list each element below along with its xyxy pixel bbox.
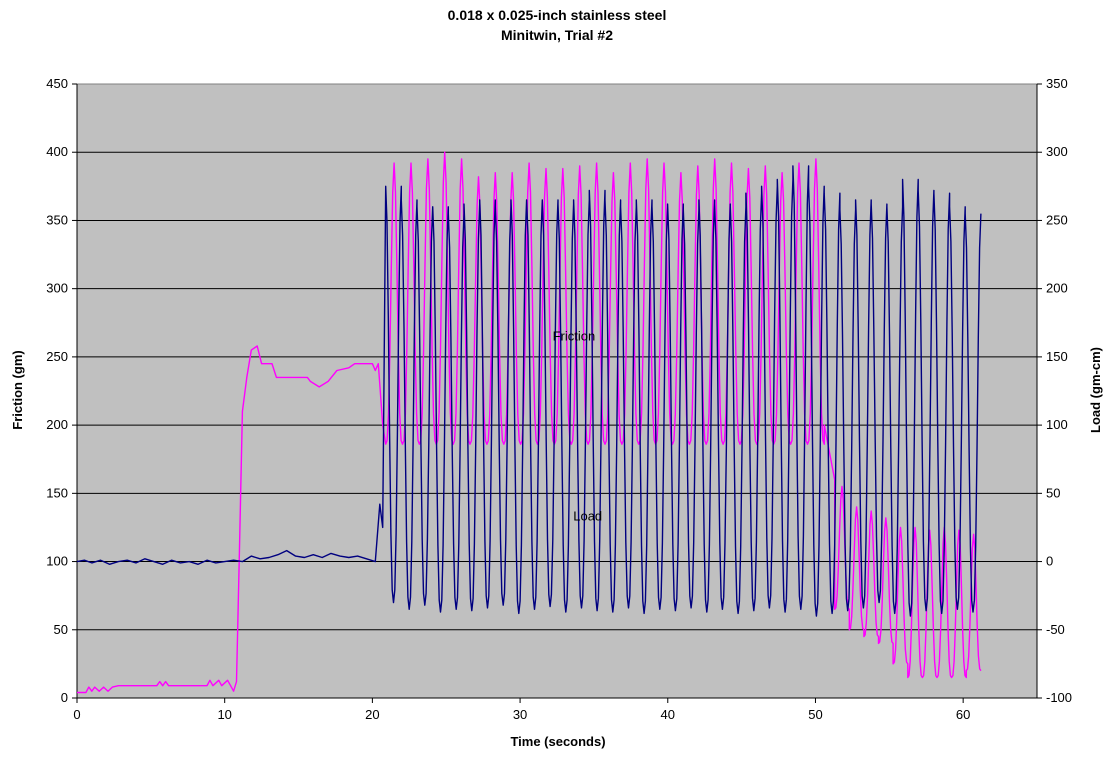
y-axis-ticks: 0 50 100 150 200 250 300 350 400 450 (46, 76, 77, 705)
series-line-friction (77, 151, 982, 694)
y2-tick-label: 350 (1046, 76, 1068, 91)
y2-axis-title: Load (gm-cm) (1088, 347, 1103, 433)
x-axis-ticks: 0 10 20 30 40 50 60 (73, 698, 970, 722)
x-tick-label: 20 (365, 707, 379, 722)
annotation-load: Load (573, 509, 602, 524)
x-tick-label: 0 (73, 707, 80, 722)
chart-title: 0.018 x 0.025-inch stainless steel (448, 7, 667, 23)
x-tick-label: 10 (217, 707, 231, 722)
y-tick-label: 100 (46, 554, 68, 569)
y2-tick-label: 100 (1046, 417, 1068, 432)
y2-tick-label: -100 (1046, 690, 1072, 705)
y2-tick-label: 150 (1046, 349, 1068, 364)
chart-subtitle: Minitwin, Trial #2 (501, 27, 613, 43)
y2-tick-label: 250 (1046, 212, 1068, 227)
y-tick-label: 400 (46, 144, 68, 159)
x-tick-label: 30 (513, 707, 527, 722)
y2-tick-label: 200 (1046, 281, 1068, 296)
x-tick-label: 50 (808, 707, 822, 722)
chart-frame (76, 83, 1038, 699)
y-tick-label: 150 (46, 485, 68, 500)
y2-tick-label: 50 (1046, 485, 1060, 500)
y2-axis-ticks: -100 -50 0 50 100 150 200 250 300 350 (1037, 76, 1072, 705)
y-tick-label: 450 (46, 76, 68, 91)
y-tick-label: 350 (46, 212, 68, 227)
plot-area (77, 84, 1037, 698)
x-tick-label: 40 (661, 707, 675, 722)
y-tick-label: 50 (54, 622, 68, 637)
x-axis-title: Time (seconds) (510, 734, 605, 749)
y2-tick-label: 0 (1046, 554, 1053, 569)
series-layer (76, 151, 982, 694)
y2-tick-label: -50 (1046, 622, 1065, 637)
annotations: Friction Load (553, 329, 603, 524)
y-tick-label: 300 (46, 281, 68, 296)
y-axis-title: Friction (gm) (10, 350, 25, 429)
y2-tick-label: 300 (1046, 144, 1068, 159)
series-line-load (76, 165, 982, 617)
y-tick-label: 250 (46, 349, 68, 364)
annotation-friction: Friction (553, 329, 596, 344)
y-tick-label: 200 (46, 417, 68, 432)
y-tick-label: 0 (61, 690, 68, 705)
x-tick-label: 60 (956, 707, 970, 722)
